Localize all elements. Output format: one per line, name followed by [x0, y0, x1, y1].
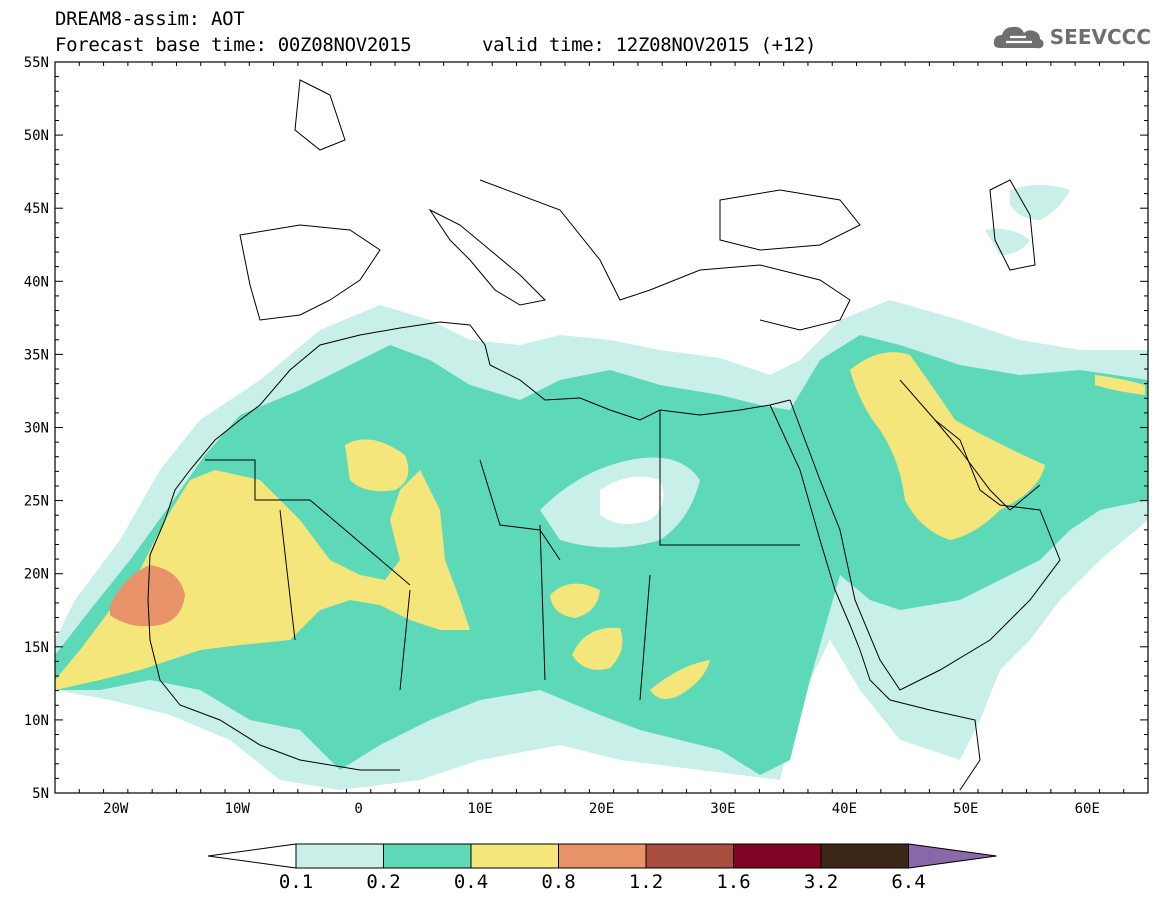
aot-band-0.8: [110, 565, 185, 627]
aot-band-0.4-iran: [1095, 375, 1145, 395]
lat-label: 50N: [24, 128, 49, 144]
lat-label: 5N: [32, 786, 49, 802]
coast-arabia: [789, 379, 1061, 691]
lat-label: 55N: [24, 55, 49, 71]
chart-title: DREAM8-assim: AOT: [55, 8, 245, 30]
colorbar-swatch: [645, 843, 734, 869]
coast-italy: [428, 208, 547, 306]
coast-east-africa: [889, 699, 981, 791]
aot-band-0.4-algeria: [345, 439, 409, 492]
lon-label: 0: [354, 801, 362, 817]
forecast-base-time: Forecast base time: 00Z08NOV2015: [55, 34, 412, 56]
coast-uk: [294, 79, 346, 151]
aot-band-0.4-sudan: [572, 627, 623, 670]
aot-band-0.1-caspian: [1010, 185, 1070, 220]
lon-label: 10W: [225, 801, 251, 817]
lon-label: 30E: [710, 801, 735, 817]
aot-band-0.4-west: [55, 470, 470, 690]
colorbar-label: 0.1: [279, 871, 313, 893]
colorbar-label: 0.4: [454, 871, 488, 893]
coast-west-africa: [147, 554, 400, 771]
coastlines: [147, 79, 1061, 791]
colorbar-label: 6.4: [891, 871, 925, 893]
colorbar-swatch: [820, 843, 909, 869]
lon-label: 50E: [953, 801, 978, 817]
lon-label: 10E: [467, 801, 492, 817]
aot-band-0.2: [55, 335, 1148, 775]
aot-band-0.4-sudan-east: [650, 660, 710, 699]
coast-balkans-turkey: [479, 179, 851, 331]
aot-shading: [55, 185, 1148, 790]
lat-label: 40N: [24, 274, 49, 290]
logo: SEEVCCC: [992, 22, 1151, 52]
colorbar-label: 0.2: [366, 871, 400, 893]
coast-iberia: [239, 224, 381, 321]
colorbar-swatch: [295, 843, 384, 869]
axis-ticks: [54, 61, 1149, 794]
coast-caspian: [989, 179, 1036, 271]
longitude-labels: 20W 10W 0 10E 20E 30E 40E 50E 60E: [103, 801, 1100, 817]
colorbar-under-arrow: [207, 843, 297, 869]
lon-label: 60E: [1075, 801, 1100, 817]
border-sahara-1: [279, 410, 800, 701]
colorbar-label: 1.2: [629, 871, 663, 893]
logo-text: SEEVCCC: [1049, 25, 1151, 49]
coast-red-sea: [769, 404, 891, 701]
lat-label: 10N: [24, 713, 49, 729]
colorbar: 0.1 0.2 0.4 0.8 1.2 1.6 3.2 6.4: [207, 843, 997, 893]
colorbar-label: 3.2: [804, 871, 838, 893]
lat-label: 15N: [24, 640, 49, 656]
cloud-icon: [993, 26, 1044, 49]
colorbar-swatch: [383, 843, 472, 869]
lat-label: 25N: [24, 494, 49, 510]
aot-clear-libya-core: [600, 476, 664, 524]
colorbar-swatch: [470, 843, 559, 869]
aot-band-0.4-arabia: [850, 352, 1045, 540]
valid-time: valid time: 12Z08NOV2015 (+12): [482, 34, 817, 56]
lon-label: 20W: [103, 801, 129, 817]
colorbar-label: 1.6: [716, 871, 750, 893]
lat-label: 45N: [24, 201, 49, 217]
lat-label: 30N: [24, 421, 49, 437]
lon-label: 40E: [832, 801, 857, 817]
lat-label: 35N: [24, 347, 49, 363]
lat-label: 20N: [24, 567, 49, 583]
aot-band-0.1-caspian-south: [985, 228, 1030, 255]
latitude-labels: 55N 50N 45N 40N 35N 30N 25N 20N 15N 10N 5N: [24, 55, 49, 802]
colorbar-swatch: [558, 843, 647, 869]
coast-persian-gulf: [934, 419, 1041, 511]
colorbar-swatch: [733, 843, 822, 869]
lon-label: 20E: [589, 801, 614, 817]
border-sahara-2: [205, 459, 546, 681]
coast-black-sea: [719, 189, 861, 251]
colorbar-over-arrow: [908, 843, 997, 869]
colorbar-label: 0.8: [541, 871, 575, 893]
aot-band-0.4-chad: [550, 583, 600, 618]
